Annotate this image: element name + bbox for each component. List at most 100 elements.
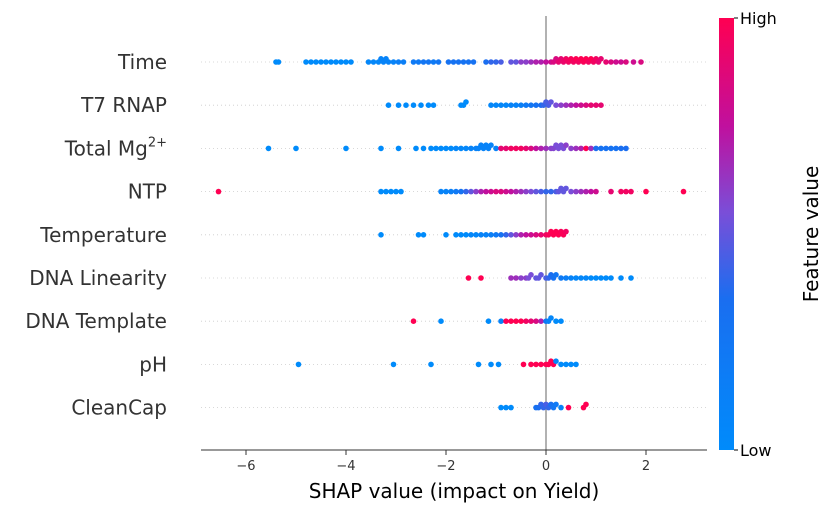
shap-point — [493, 59, 499, 65]
shap-point — [475, 361, 482, 368]
shap-point — [390, 361, 397, 368]
shap-point — [468, 145, 474, 152]
colorbar-gradient — [719, 18, 734, 450]
shap-point — [568, 275, 574, 281]
x-tick-label: −4 — [336, 459, 355, 474]
shap-point — [630, 59, 637, 65]
feature-label-dna-template: DNA Template — [25, 309, 167, 333]
x-tick-label: 2 — [642, 459, 650, 474]
feature-label-text: T7 RNAP — [80, 93, 167, 117]
shap-point — [533, 188, 539, 195]
shap-point — [378, 232, 384, 238]
shap-point — [478, 275, 484, 281]
shap-point — [548, 315, 554, 321]
shap-point — [528, 272, 534, 278]
shap-point — [593, 145, 599, 152]
shap-point — [415, 232, 422, 238]
shap-point — [558, 404, 564, 411]
shap-point — [543, 59, 549, 65]
feature-label-t7-rnap: T7 RNAP — [80, 93, 167, 117]
shap-point — [488, 232, 494, 238]
x-axis: −6 −4 −2 0 2 — [201, 449, 707, 474]
shap-point — [450, 59, 457, 65]
shap-point — [608, 145, 614, 152]
shap-point — [410, 318, 417, 325]
shap-point — [518, 232, 524, 238]
shap-point — [573, 188, 579, 195]
shap-point — [418, 102, 424, 108]
shap-point — [573, 361, 579, 368]
shap-point — [425, 59, 432, 65]
shap-point — [558, 275, 564, 281]
shap-point — [553, 272, 559, 278]
shap-point — [508, 318, 514, 325]
shap-point — [598, 56, 604, 62]
shap-point — [533, 361, 539, 368]
shap-point — [398, 188, 404, 195]
shap-point — [458, 188, 464, 195]
shap-point — [608, 275, 614, 281]
shap-point — [428, 361, 434, 368]
shap-point — [603, 59, 609, 65]
shap-point — [518, 275, 524, 281]
shap-point — [493, 145, 499, 152]
feature-label-text: CleanCap — [71, 396, 167, 420]
shap-point — [618, 188, 624, 195]
shap-point — [508, 275, 514, 281]
shap-point — [618, 145, 624, 152]
shap-point — [328, 59, 334, 65]
colorbar-high-label: High — [740, 9, 777, 28]
shap-point — [395, 145, 402, 152]
shap-point — [488, 188, 494, 195]
shap-point — [503, 318, 509, 325]
shap-point — [503, 102, 509, 108]
shap-point — [443, 188, 449, 195]
shap-point — [563, 228, 569, 235]
shap-point — [438, 145, 444, 152]
shap-point — [523, 102, 529, 108]
shap-point — [488, 142, 494, 148]
shap-point — [503, 404, 509, 411]
shap-point — [318, 59, 324, 65]
shap-point — [603, 145, 609, 152]
shap-point — [598, 145, 604, 152]
shap-point — [303, 59, 309, 65]
shap-point — [453, 188, 459, 195]
shap-point — [528, 102, 534, 108]
shap-point — [523, 145, 529, 152]
shap-point — [643, 188, 649, 195]
feature-labels: Time T7 RNAP Total Mg2+ NTP Temperature DNA L… — [25, 50, 167, 420]
shap-point — [528, 232, 534, 238]
shap-point — [498, 188, 504, 195]
shap-point — [538, 232, 544, 238]
shap-point — [533, 102, 539, 108]
shap-point — [443, 232, 449, 238]
shap-point — [215, 188, 222, 195]
shap-point — [598, 275, 604, 281]
shap-point — [488, 102, 494, 108]
shap-point — [528, 145, 534, 152]
shap-point — [498, 102, 504, 108]
shap-point — [543, 188, 549, 195]
shap-point — [573, 275, 579, 281]
shap-point — [598, 102, 604, 108]
shap-point — [428, 145, 434, 152]
shap-point — [343, 59, 349, 65]
shap-point — [293, 145, 299, 152]
shap-point — [588, 188, 594, 195]
shap-point — [465, 59, 472, 65]
shap-point — [523, 232, 529, 238]
shap-point — [538, 318, 544, 325]
feature-label-cleancap: CleanCap — [71, 396, 167, 420]
shap-point — [603, 275, 609, 281]
shap-point — [458, 232, 464, 238]
shap-point — [578, 275, 584, 281]
shap-point — [558, 361, 564, 368]
shap-point — [508, 404, 514, 411]
shap-point — [483, 59, 489, 65]
shap-point — [313, 59, 319, 65]
shap-point — [588, 102, 594, 108]
shap-point — [275, 59, 282, 65]
shap-point — [563, 361, 569, 368]
